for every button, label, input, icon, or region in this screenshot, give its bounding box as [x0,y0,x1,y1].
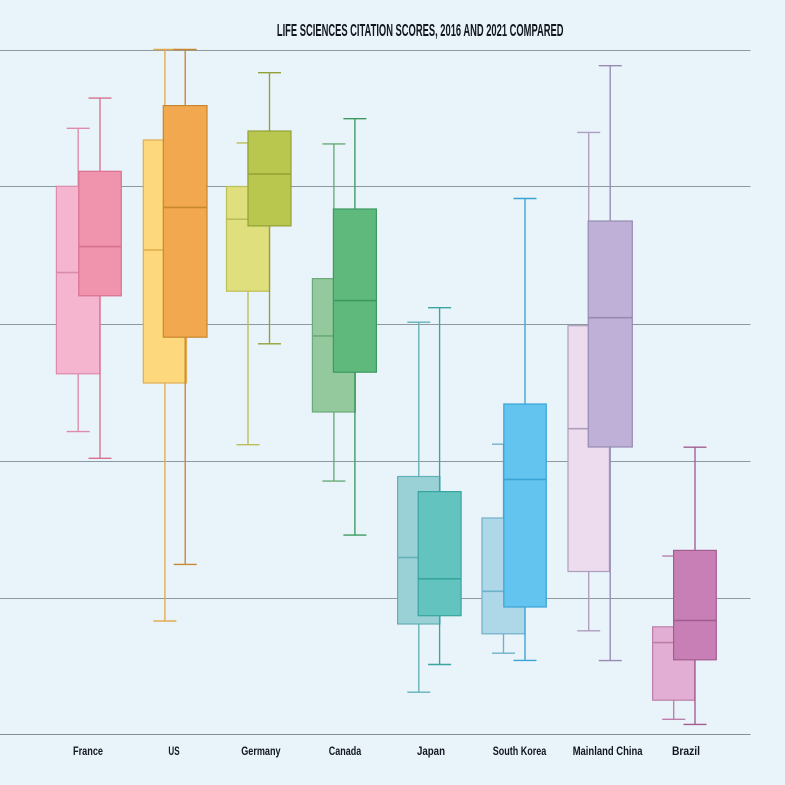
svg-text:France: France [73,746,103,758]
svg-text:Japan: Japan [417,746,445,758]
svg-text:South Korea: South Korea [493,746,547,758]
svg-text:Germany: Germany [241,746,281,758]
svg-text:Canada: Canada [329,746,362,758]
svg-text:US: US [168,746,179,758]
svg-text:Brazil: Brazil [672,746,700,758]
svg-text:LIFE SCIENCES CITATION SCORES,: LIFE SCIENCES CITATION SCORES, 2016 AND … [277,20,564,40]
svg-text:Mainland China: Mainland China [573,746,643,758]
